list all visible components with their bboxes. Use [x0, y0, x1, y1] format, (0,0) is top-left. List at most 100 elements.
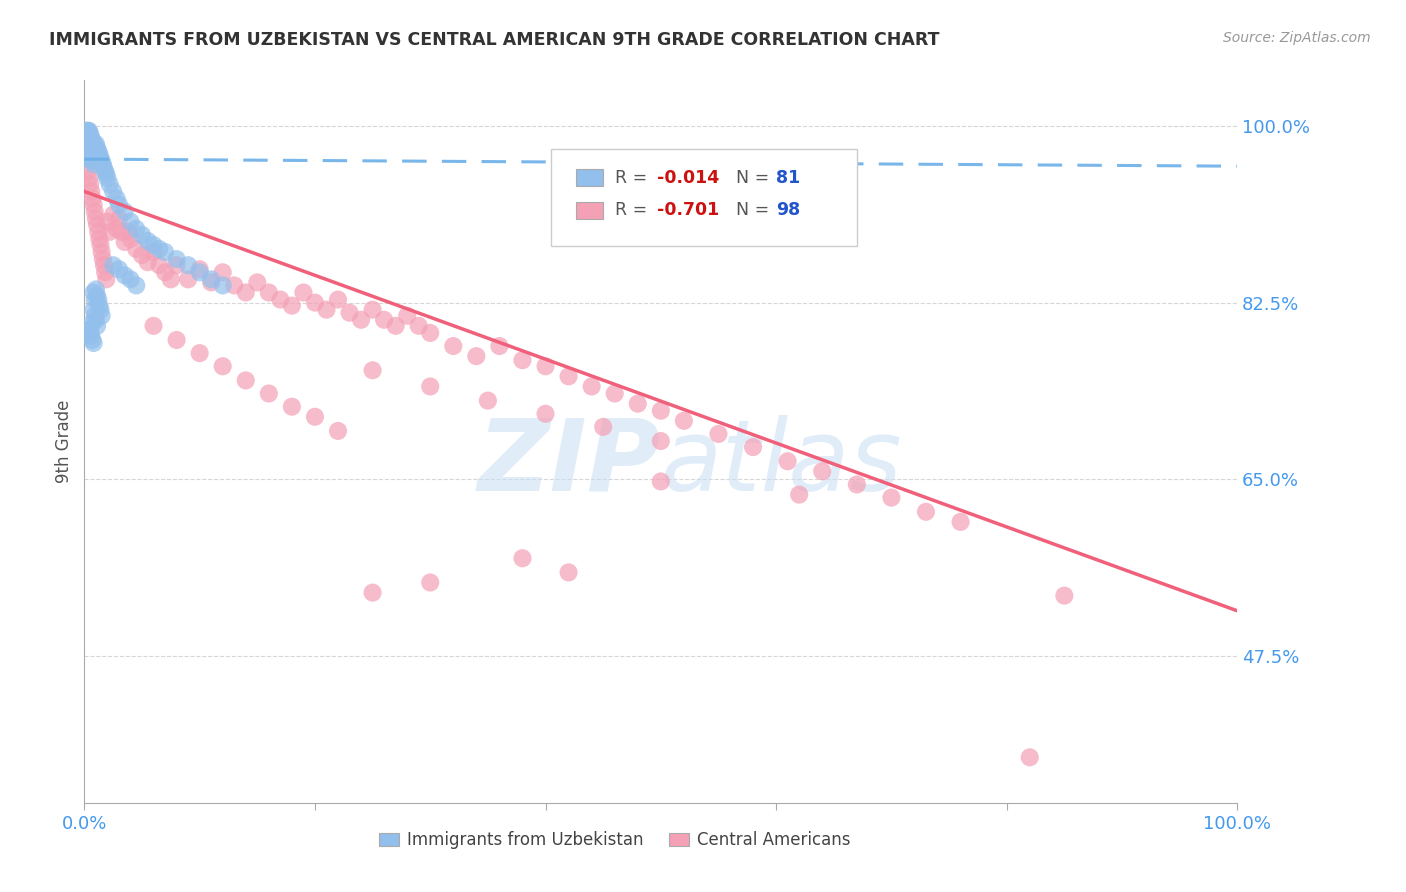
Point	[148, 242, 170, 256]
Point	[79, 141, 101, 155]
Point	[131, 227, 153, 242]
Point	[512, 353, 534, 368]
Point	[650, 403, 672, 417]
Point	[80, 141, 103, 155]
Point	[90, 309, 112, 323]
Point	[89, 299, 111, 313]
Point	[235, 373, 257, 387]
Point	[80, 185, 103, 199]
Point	[77, 131, 100, 145]
Point	[90, 154, 112, 169]
Point	[188, 262, 211, 277]
Point	[86, 151, 108, 165]
Point	[488, 339, 510, 353]
Point	[84, 283, 107, 297]
Point	[153, 265, 176, 279]
Point	[177, 258, 200, 272]
Text: Source: ZipAtlas.com: Source: ZipAtlas.com	[1223, 31, 1371, 45]
Point	[108, 262, 131, 277]
Point	[915, 505, 938, 519]
Point	[76, 164, 98, 178]
Point	[76, 144, 98, 158]
Point	[592, 420, 614, 434]
Text: 98: 98	[776, 202, 800, 219]
Point	[534, 359, 557, 374]
Point	[136, 255, 159, 269]
Point	[326, 293, 349, 307]
Point	[80, 329, 103, 343]
Point	[384, 318, 406, 333]
Point	[84, 211, 107, 226]
Point	[96, 272, 118, 286]
Point	[136, 234, 159, 248]
Point	[200, 272, 222, 286]
Point	[83, 309, 105, 323]
Point	[361, 302, 384, 317]
Point	[83, 204, 105, 219]
FancyBboxPatch shape	[575, 202, 603, 219]
Point	[89, 302, 111, 317]
Point	[94, 265, 117, 279]
Point	[200, 276, 222, 290]
Point	[96, 167, 118, 181]
Point	[103, 208, 124, 222]
Point	[82, 316, 104, 330]
Point	[477, 393, 499, 408]
Point	[76, 144, 98, 158]
Point	[80, 151, 103, 165]
Point	[84, 147, 107, 161]
Point	[108, 211, 131, 226]
Point	[396, 309, 419, 323]
Point	[83, 157, 105, 171]
Point	[188, 346, 211, 360]
Point	[257, 285, 280, 300]
Point	[224, 278, 246, 293]
Point	[373, 312, 395, 326]
Point	[361, 363, 384, 377]
Point	[87, 225, 110, 239]
Point	[76, 131, 98, 145]
Point	[787, 487, 810, 501]
Point	[557, 369, 579, 384]
Point	[125, 242, 148, 256]
Text: R =: R =	[614, 202, 652, 219]
Point	[103, 258, 124, 272]
Point	[76, 136, 98, 151]
Y-axis label: 9th Grade: 9th Grade	[55, 400, 73, 483]
Point	[93, 161, 115, 176]
Point	[142, 245, 165, 260]
Point	[650, 434, 672, 448]
Point	[79, 127, 101, 141]
Point	[87, 293, 110, 307]
Point	[83, 136, 105, 151]
Point	[105, 192, 128, 206]
Point	[120, 272, 142, 286]
Point	[114, 235, 136, 249]
Point	[419, 575, 441, 590]
Point	[125, 278, 148, 293]
Point	[94, 164, 117, 178]
Text: R =: R =	[614, 169, 652, 186]
Point	[776, 454, 799, 468]
Text: 81: 81	[776, 169, 800, 186]
Point	[114, 268, 136, 283]
Point	[87, 144, 110, 158]
Point	[419, 326, 441, 340]
Point	[86, 288, 108, 302]
Point	[80, 131, 103, 145]
Point	[83, 302, 105, 317]
Point	[160, 272, 183, 286]
Text: atlas: atlas	[661, 415, 903, 512]
Point	[408, 318, 430, 333]
Point	[880, 491, 903, 505]
Text: N =: N =	[735, 169, 775, 186]
Point	[269, 293, 291, 307]
Point	[292, 285, 315, 300]
Point	[77, 171, 100, 186]
Point	[83, 147, 105, 161]
Point	[465, 349, 488, 363]
Point	[83, 141, 105, 155]
Text: -0.014: -0.014	[658, 169, 720, 186]
Point	[96, 171, 118, 186]
Point	[76, 134, 98, 148]
